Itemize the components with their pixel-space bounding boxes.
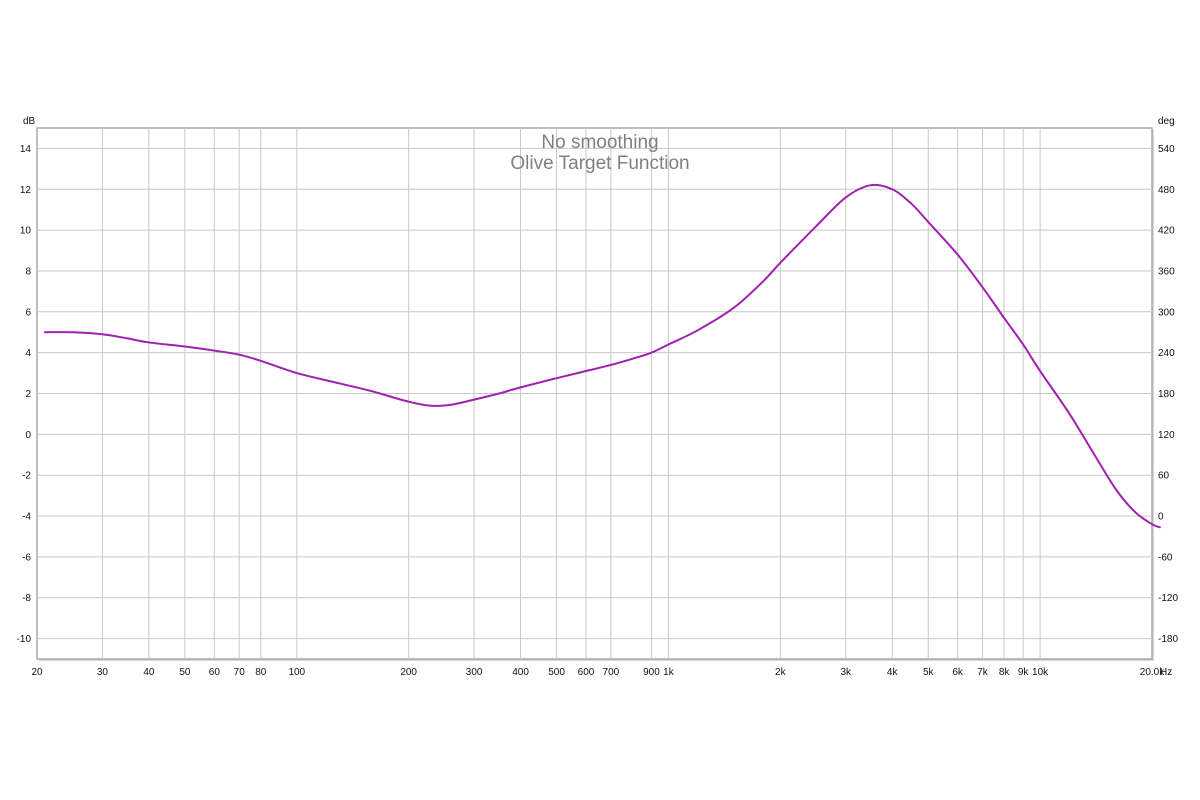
x-unit-label: Hz bbox=[1160, 667, 1172, 678]
y-left-tick-labels: 14 12 10 8 6 4 2 0 -2 -4 -6 -8 -10 bbox=[17, 144, 32, 645]
y-right-unit-label: deg bbox=[1158, 116, 1175, 127]
x-tick-label: 900 bbox=[643, 667, 660, 678]
y-right-tick-label: 540 bbox=[1158, 144, 1175, 155]
y-right-tick-label: -180 bbox=[1158, 634, 1178, 645]
x-tick-label: 50 bbox=[179, 667, 191, 678]
x-tick-label: 200 bbox=[400, 667, 417, 678]
y-left-tick-label: 10 bbox=[20, 226, 32, 237]
x-tick-label: 5k bbox=[923, 667, 935, 678]
y-left-tick-label: -2 bbox=[22, 471, 31, 482]
y-right-tick-label: -60 bbox=[1158, 552, 1173, 563]
x-tick-label: 40 bbox=[143, 667, 155, 678]
x-tick-label: 8k bbox=[999, 667, 1011, 678]
x-tick-label: 2k bbox=[775, 667, 787, 678]
x-tick-label: 600 bbox=[578, 667, 595, 678]
x-tick-label: 700 bbox=[603, 667, 620, 678]
y-right-tick-label: 60 bbox=[1158, 471, 1170, 482]
y-left-tick-label: -8 bbox=[22, 593, 31, 604]
y-right-tick-label: 300 bbox=[1158, 307, 1175, 318]
y-right-tick-label: 240 bbox=[1158, 348, 1175, 359]
x-tick-label: 3k bbox=[840, 667, 852, 678]
x-tick-label: 60 bbox=[209, 667, 221, 678]
y-right-tick-label: 420 bbox=[1158, 226, 1175, 237]
x-tick-label: 20 bbox=[31, 667, 43, 678]
x-tick-labels: 20 30 40 50 60 70 80 100 200 300 400 500 600 700 900 1k… bbox=[31, 667, 1165, 678]
x-tick-label: 30 bbox=[97, 667, 109, 678]
x-tick-label: 7k bbox=[977, 667, 989, 678]
y-left-tick-label: 12 bbox=[20, 185, 32, 196]
grid-lines bbox=[37, 128, 1152, 659]
x-tick-label: 4k bbox=[887, 667, 899, 678]
y-right-tick-label: -120 bbox=[1158, 593, 1178, 604]
y-left-tick-label: 8 bbox=[25, 266, 31, 277]
x-tick-label: 6k bbox=[952, 667, 964, 678]
y-left-tick-label: 0 bbox=[25, 430, 31, 441]
chart-subtitle: Olive Target Function bbox=[510, 153, 689, 174]
y-left-unit-label: dB bbox=[23, 116, 36, 127]
x-tick-label: 500 bbox=[548, 667, 565, 678]
y-left-tick-label: -4 bbox=[22, 512, 31, 523]
x-tick-label: 400 bbox=[512, 667, 529, 678]
series-layer bbox=[43, 183, 1161, 529]
y-right-tick-labels: 540 480 420 360 300 240 180 120 60 0 -60 -120 -180 bbox=[1158, 144, 1178, 645]
y-left-tick-label: 14 bbox=[20, 144, 32, 155]
y-right-tick-label: 360 bbox=[1158, 266, 1175, 277]
y-right-tick-label: 180 bbox=[1158, 389, 1175, 400]
chart-title: No smoothing bbox=[541, 132, 658, 153]
x-tick-label: 20.0k bbox=[1140, 667, 1165, 678]
y-left-tick-label: 2 bbox=[25, 389, 31, 400]
x-tick-label: 70 bbox=[234, 667, 246, 678]
series-line bbox=[43, 183, 1161, 529]
x-tick-label: 9k bbox=[1018, 667, 1030, 678]
x-tick-label: 10k bbox=[1032, 667, 1049, 678]
y-right-tick-label: 480 bbox=[1158, 185, 1175, 196]
y-left-tick-label: 6 bbox=[25, 307, 31, 318]
y-right-tick-label: 120 bbox=[1158, 430, 1175, 441]
x-tick-label: 80 bbox=[255, 667, 267, 678]
x-tick-label: 100 bbox=[288, 667, 305, 678]
y-right-tick-label: 0 bbox=[1158, 512, 1164, 523]
y-left-tick-label: -6 bbox=[22, 552, 31, 563]
x-tick-label: 300 bbox=[466, 667, 483, 678]
y-left-tick-label: -10 bbox=[17, 634, 32, 645]
x-tick-label: 1k bbox=[663, 667, 675, 678]
y-left-tick-label: 4 bbox=[25, 348, 31, 359]
